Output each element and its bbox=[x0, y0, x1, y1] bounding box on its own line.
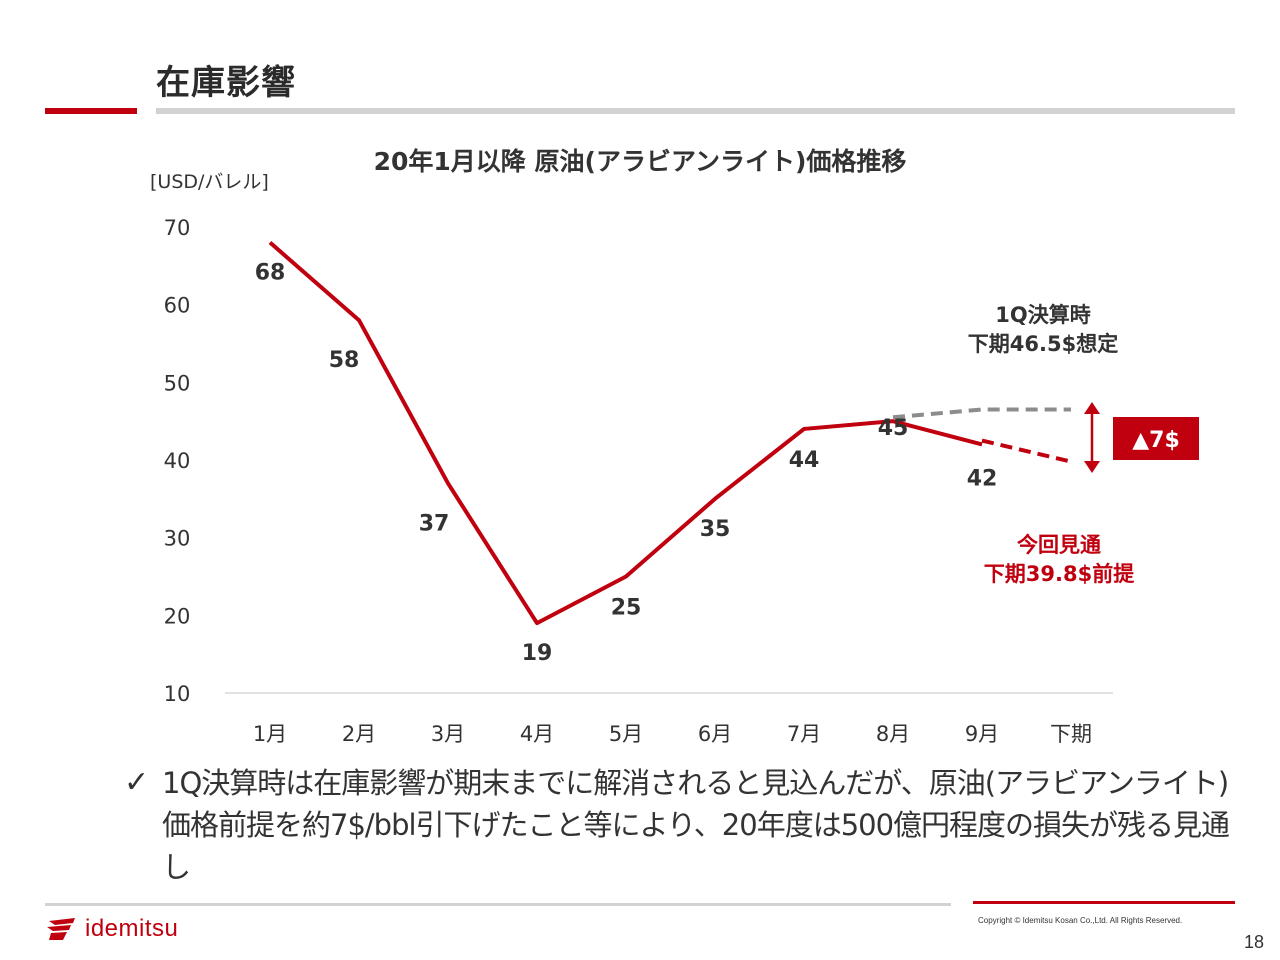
x-tick-label: 4月 bbox=[520, 722, 554, 746]
data-label: 25 bbox=[611, 596, 642, 621]
assumption-dashed-line bbox=[892, 407, 1071, 420]
data-label: 44 bbox=[789, 448, 820, 473]
check-mark-icon: ✓ bbox=[124, 765, 150, 800]
summary-text: 1Q決算時は在庫影響が期末までに解消されると見込んだが、原油(アラビアンライト)… bbox=[162, 766, 1230, 884]
idemitsu-logo: idemitsu bbox=[45, 915, 178, 943]
data-label: 42 bbox=[967, 466, 998, 491]
y-tick-label: 30 bbox=[164, 527, 191, 551]
y-tick-label: 60 bbox=[164, 294, 191, 318]
chart-title: 20年1月以降 原油(アラビアンライト)価格推移 bbox=[374, 147, 907, 176]
data-label: 68 bbox=[255, 261, 286, 286]
data-label: 35 bbox=[700, 517, 731, 542]
x-tick-label: 5月 bbox=[609, 722, 643, 746]
delta-badge-text: ▲7$ bbox=[1132, 428, 1180, 453]
outlook-dashed-line bbox=[981, 438, 1072, 464]
delta-arrow-head-down bbox=[1084, 461, 1100, 473]
x-tick-label: 8月 bbox=[876, 722, 910, 746]
page-title: 在庫影響 bbox=[156, 63, 296, 103]
data-label: 19 bbox=[522, 641, 553, 666]
actual-price-line bbox=[268, 241, 983, 626]
footer-divider bbox=[45, 903, 951, 906]
title-divider bbox=[156, 108, 1235, 114]
x-tick-label: 6月 bbox=[698, 722, 732, 746]
y-tick-label: 40 bbox=[164, 449, 191, 473]
title-accent-bar bbox=[45, 108, 137, 114]
copyright-text: Copyright © Idemitsu Kosan Co.,Ltd. All … bbox=[978, 916, 1183, 925]
y-axis-label: [USD/バレル] bbox=[150, 171, 269, 193]
data-label: 45 bbox=[878, 416, 909, 441]
outlook-label-line1: 今回見通 bbox=[1017, 533, 1101, 557]
x-tick-label: 2月 bbox=[342, 722, 376, 746]
outlook-label-line2: 下期39.8$前提 bbox=[984, 562, 1135, 586]
footer-accent-bar bbox=[973, 901, 1235, 904]
y-tick-label: 20 bbox=[164, 604, 191, 628]
logo-mark-icon bbox=[47, 918, 75, 940]
page-number: 18 bbox=[1243, 932, 1264, 952]
y-tick-label: 50 bbox=[164, 371, 191, 395]
oil-price-chart: 20年1月以降 原油(アラビアンライト)価格推移 [USD/バレル] 10 20 3… bbox=[150, 147, 1199, 746]
y-tick-label: 10 bbox=[164, 682, 191, 706]
delta-arrow-head-up bbox=[1084, 402, 1100, 414]
data-label: 58 bbox=[329, 348, 360, 373]
y-tick-label: 70 bbox=[164, 216, 191, 240]
logo-text: idemitsu bbox=[85, 915, 179, 942]
x-tick-label: 9月 bbox=[965, 722, 999, 746]
data-label: 37 bbox=[419, 511, 450, 536]
x-tick-label: 下期 bbox=[1050, 722, 1092, 746]
assumption-label-line2: 下期46.5$想定 bbox=[968, 332, 1118, 356]
x-tick-label: 3月 bbox=[431, 722, 465, 746]
delta-badge bbox=[1113, 417, 1199, 460]
assumption-label-line1: 1Q決算時 bbox=[995, 303, 1090, 327]
x-tick-label: 1月 bbox=[253, 722, 287, 746]
x-tick-label: 7月 bbox=[787, 722, 821, 746]
